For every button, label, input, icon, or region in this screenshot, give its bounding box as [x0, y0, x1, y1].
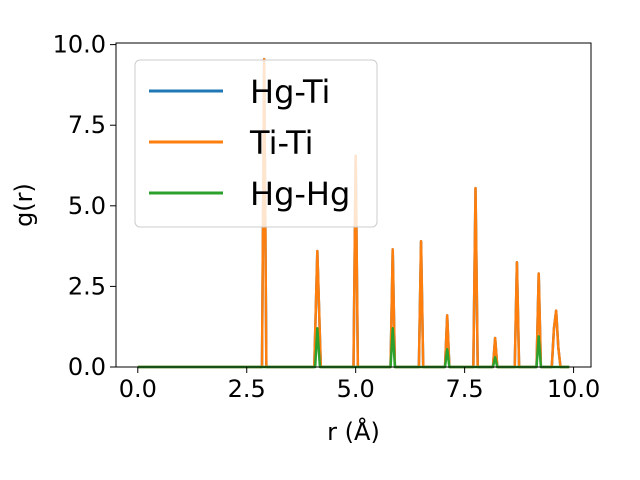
y-tick-label: 10.0 [53, 31, 106, 59]
y-axis-label: g(r) [10, 183, 38, 227]
plot-frame [115, 42, 592, 368]
x-axis: 0.0 2.5 5.0 7.5 10.0 [119, 367, 600, 403]
x-tick-label: 5.0 [337, 375, 375, 403]
y-tick-label: 2.5 [68, 272, 106, 300]
x-tick-label: 10.0 [547, 375, 600, 403]
y-tick-label: 5.0 [68, 192, 106, 220]
y-axis: 0.0 2.5 5.0 7.5 10.0 [53, 31, 116, 381]
x-axis-label: r (Å) [327, 417, 380, 446]
legend-box [134, 59, 378, 228]
legend-label: Ti-Ti [249, 124, 314, 162]
y-tick-label: 0.0 [68, 353, 106, 381]
legend-label: Hg-Hg [250, 175, 350, 213]
x-tick-label: 7.5 [446, 375, 484, 403]
legend: Hg-Ti Ti-Ti Hg-Hg [134, 59, 378, 228]
y-tick-label: 7.5 [68, 111, 106, 139]
legend-label: Hg-Ti [250, 73, 330, 111]
x-tick-label: 2.5 [228, 375, 266, 403]
x-tick-label: 0.0 [119, 375, 157, 403]
